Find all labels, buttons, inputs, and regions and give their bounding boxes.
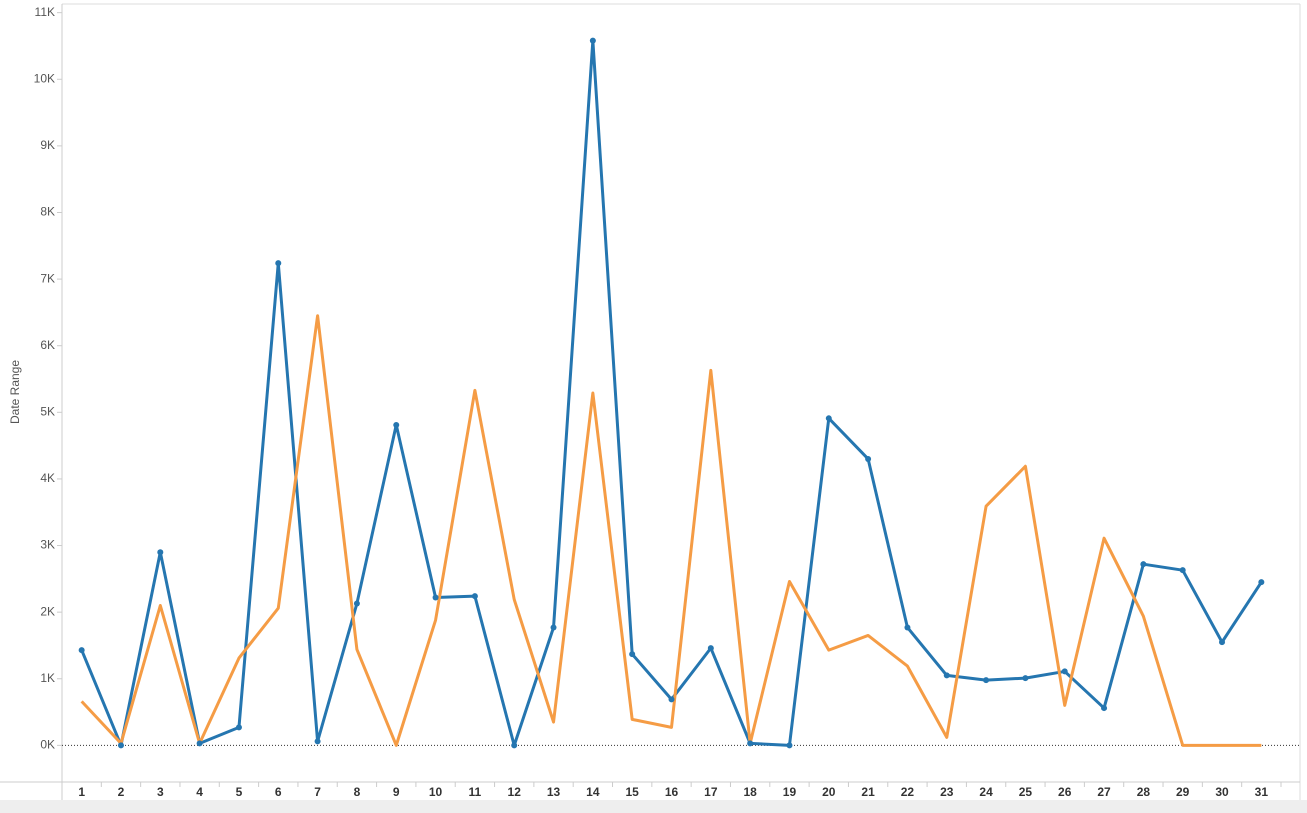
x-tick-label: 7 (314, 785, 321, 799)
point (196, 740, 203, 747)
x-tick-label: 4 (196, 785, 203, 799)
x-tick-label: 17 (704, 785, 718, 799)
x-tick-label: 2 (118, 785, 125, 799)
point (904, 624, 911, 631)
x-tick-label: 14 (586, 785, 600, 799)
point (511, 742, 518, 749)
point (314, 738, 321, 745)
y-tick-label: 5K (40, 404, 55, 418)
x-tick-label: 8 (354, 785, 361, 799)
point (825, 415, 832, 422)
series-line (80, 314, 1262, 747)
point (668, 696, 675, 703)
point (393, 421, 400, 428)
y-tick-label: 11K (35, 5, 55, 19)
x-tick-label: 22 (901, 785, 915, 799)
x-tick-label: 19 (783, 785, 797, 799)
point (432, 594, 439, 601)
point (275, 260, 282, 267)
x-tick-label: 21 (861, 785, 875, 799)
x-tick-label: 26 (1058, 785, 1072, 799)
point (235, 724, 242, 731)
x-tick-label: 28 (1137, 785, 1151, 799)
x-tick-label: 3 (157, 785, 164, 799)
point (1022, 675, 1029, 682)
y-tick-label: 10K (34, 71, 55, 85)
x-tick-label: 6 (275, 785, 282, 799)
x-tick-label: 18 (743, 785, 757, 799)
point (78, 647, 85, 654)
x-tick-label: 11 (469, 785, 482, 799)
y-tick-label: 6K (40, 338, 55, 352)
x-tick-label: 24 (979, 785, 993, 799)
x-tick-label: 12 (508, 785, 522, 799)
point (1258, 579, 1265, 586)
point (629, 651, 636, 658)
point (786, 742, 793, 749)
x-tick-label: 23 (940, 785, 954, 799)
point (117, 742, 124, 749)
y-tick-label: 8K (40, 205, 55, 219)
x-tick-label: 20 (822, 785, 836, 799)
y-tick-label: 4K (40, 471, 55, 485)
point (747, 740, 754, 747)
x-tick-label: 16 (665, 785, 679, 799)
x-tick-label: 5 (236, 785, 243, 799)
x-tick-label: 29 (1176, 785, 1190, 799)
series-line (80, 39, 1263, 747)
y-tick-label: 7K (40, 271, 55, 285)
y-tick-label: 1K (40, 671, 55, 685)
y-tick-label: 9K (40, 138, 55, 152)
point (707, 645, 714, 652)
point (1219, 639, 1226, 646)
x-tick-label: 15 (625, 785, 639, 799)
point (1101, 705, 1108, 712)
point (865, 455, 872, 462)
x-tick-label: 10 (429, 785, 443, 799)
y-tick-label: 2K (40, 604, 55, 618)
point (983, 677, 990, 684)
point (943, 672, 950, 679)
y-axis-label: Date Range (8, 360, 22, 424)
y-tick-label: 3K (40, 538, 55, 552)
x-tick-label: 1 (78, 785, 85, 799)
x-tick-label: 13 (547, 785, 561, 799)
point (1140, 561, 1147, 568)
x-tick-label: 31 (1255, 785, 1269, 799)
point (589, 37, 596, 44)
point (1179, 567, 1186, 574)
x-tick-label: 9 (393, 785, 400, 799)
x-tick-label: 30 (1215, 785, 1229, 799)
point (353, 600, 360, 607)
point (471, 593, 478, 600)
bottom-bar (0, 800, 1307, 813)
point (157, 549, 164, 556)
point (550, 624, 557, 631)
y-tick-label: 0K (40, 738, 55, 752)
x-tick-label: 25 (1019, 785, 1033, 799)
x-tick-label: 27 (1097, 785, 1111, 799)
point (1061, 668, 1068, 675)
